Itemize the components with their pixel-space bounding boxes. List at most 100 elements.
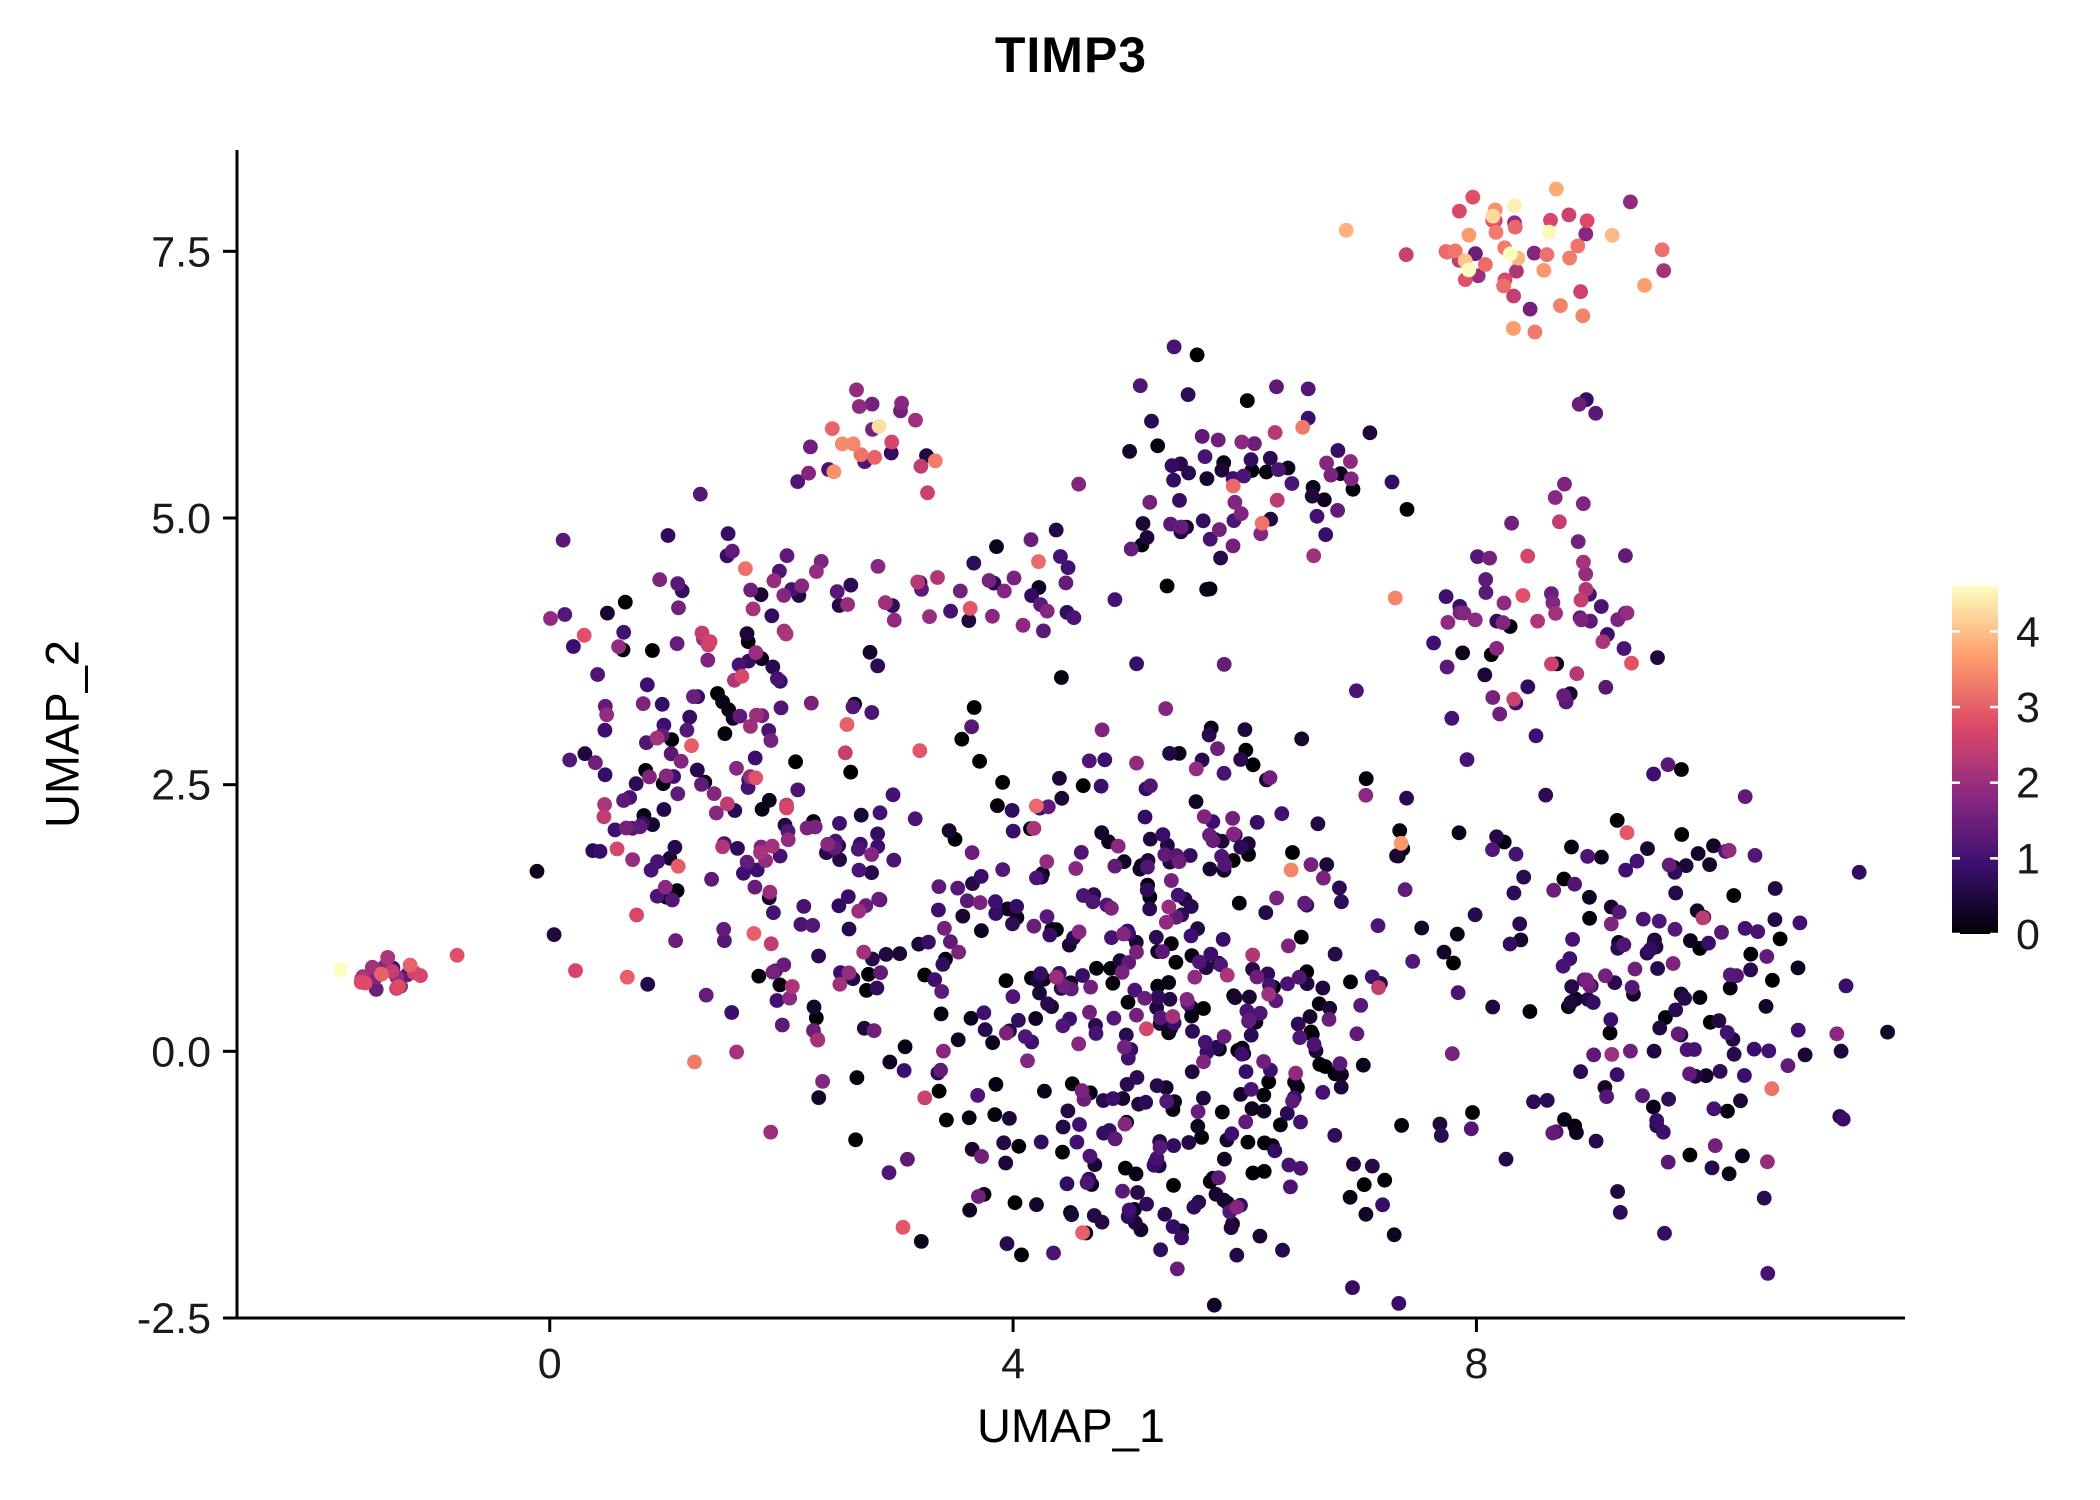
data-point xyxy=(1129,1007,1144,1023)
data-point xyxy=(841,965,857,981)
data-point xyxy=(1165,1009,1181,1024)
data-point xyxy=(617,594,633,610)
data-point xyxy=(1079,1175,1095,1191)
data-point xyxy=(402,957,418,973)
data-point xyxy=(1702,857,1717,872)
data-point xyxy=(449,947,465,963)
data-point xyxy=(1682,1147,1698,1163)
data-point xyxy=(736,865,751,881)
data-point xyxy=(1249,815,1265,830)
data-point xyxy=(1273,1117,1288,1133)
data-point xyxy=(749,862,765,878)
data-point xyxy=(576,627,592,643)
data-point xyxy=(1262,450,1278,466)
data-point xyxy=(1234,434,1250,450)
data-point xyxy=(1005,989,1021,1005)
data-point xyxy=(1304,488,1320,504)
data-point xyxy=(609,841,625,857)
data-point xyxy=(1330,503,1345,518)
data-point xyxy=(996,1135,1012,1151)
data-point xyxy=(1838,978,1854,994)
data-point xyxy=(869,980,885,996)
data-point xyxy=(1358,1206,1374,1222)
data-point xyxy=(1211,1170,1226,1186)
data-point xyxy=(908,412,923,428)
data-point xyxy=(1538,787,1554,803)
data-point xyxy=(1594,849,1609,865)
data-point xyxy=(803,695,819,711)
data-point xyxy=(964,719,979,735)
data-point xyxy=(1104,900,1119,916)
data-point xyxy=(1118,1027,1134,1043)
data-point xyxy=(1149,1078,1165,1093)
data-point xyxy=(600,605,615,621)
data-point xyxy=(1071,476,1087,492)
data-point xyxy=(1060,1103,1076,1119)
data-point xyxy=(1678,858,1694,873)
data-point xyxy=(1225,478,1241,494)
data-point xyxy=(1069,1134,1085,1150)
data-point xyxy=(1750,924,1766,939)
data-point xyxy=(1646,1043,1662,1059)
data-point xyxy=(1132,378,1148,394)
data-point xyxy=(596,809,612,825)
data-point xyxy=(607,822,623,838)
data-point xyxy=(1468,246,1483,261)
data-point xyxy=(1120,994,1136,1010)
data-point xyxy=(1233,839,1249,855)
data-point xyxy=(1055,1018,1071,1034)
data-point xyxy=(1196,1090,1211,1106)
data-point xyxy=(1256,1054,1271,1069)
data-point xyxy=(1292,1030,1308,1045)
data-point xyxy=(862,644,878,660)
data-point xyxy=(1139,530,1155,545)
data-point xyxy=(1690,846,1706,861)
data-point xyxy=(1756,1190,1772,1206)
data-point xyxy=(715,839,730,855)
data-point xyxy=(1060,560,1076,576)
data-point xyxy=(1599,1089,1614,1104)
data-point xyxy=(995,775,1010,790)
data-point xyxy=(811,1090,827,1105)
data-point xyxy=(1552,514,1567,530)
data-point xyxy=(1461,262,1477,278)
data-point xyxy=(1611,904,1627,920)
data-point xyxy=(845,436,861,452)
data-point xyxy=(972,895,988,910)
data-point xyxy=(1737,789,1753,804)
data-point xyxy=(840,597,855,612)
data-point xyxy=(1225,538,1241,554)
data-point xyxy=(1159,578,1175,594)
data-point xyxy=(843,764,859,780)
data-point xyxy=(845,699,861,715)
data-point xyxy=(886,612,902,628)
data-point xyxy=(851,862,867,878)
data-point xyxy=(1159,1093,1175,1109)
data-point xyxy=(897,1039,913,1055)
data-point xyxy=(747,879,763,895)
data-point xyxy=(1334,894,1349,910)
data-point xyxy=(1512,916,1528,932)
data-point xyxy=(790,782,806,798)
data-point xyxy=(977,1022,993,1038)
data-point xyxy=(686,689,701,704)
data-point xyxy=(708,805,724,821)
data-point xyxy=(1595,634,1611,649)
data-point xyxy=(761,792,777,808)
data-point xyxy=(779,548,795,564)
data-point xyxy=(1610,1184,1625,1199)
data-point xyxy=(950,880,966,896)
data-point xyxy=(1573,1064,1588,1080)
data-point xyxy=(1269,379,1284,395)
data-point xyxy=(794,578,810,594)
x-axis-label: UMAP_1 xyxy=(976,1399,1166,1452)
data-point xyxy=(684,738,699,754)
data-point xyxy=(629,907,644,923)
data-point xyxy=(1760,1154,1775,1170)
data-point xyxy=(970,1088,986,1103)
data-point xyxy=(748,645,764,660)
data-point xyxy=(1528,728,1544,744)
data-point xyxy=(588,755,603,771)
data-point xyxy=(1548,181,1564,197)
data-point xyxy=(746,926,762,941)
